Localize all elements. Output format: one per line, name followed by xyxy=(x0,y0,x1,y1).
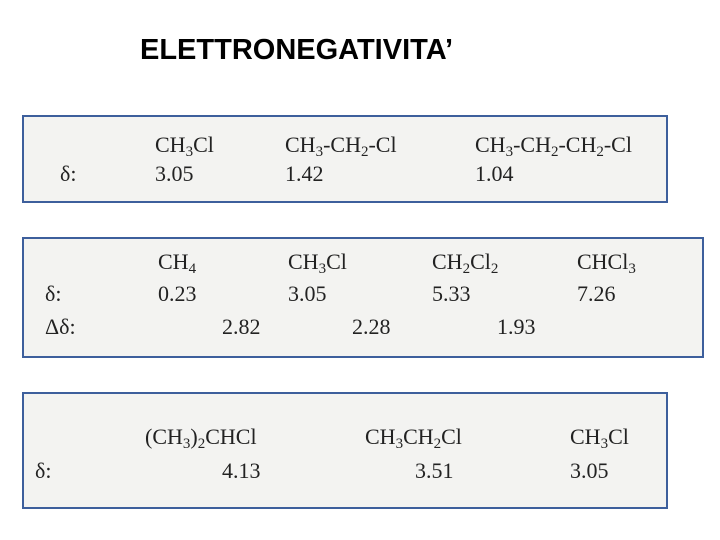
delta-value: 3.05 xyxy=(155,161,194,186)
box xyxy=(22,237,704,358)
title: ELETTRONEGATIVITA’ xyxy=(140,34,454,66)
delta-value: 1.42 xyxy=(285,161,324,186)
formula: CH3-CH2-Cl xyxy=(285,132,397,160)
delta-value: 4.13 xyxy=(222,458,261,483)
delta-value: 1.04 xyxy=(475,161,514,186)
formula: CH3CH2Cl xyxy=(365,424,462,452)
formula: CHCl3 xyxy=(577,249,636,277)
delta-label: δ: xyxy=(45,281,62,306)
formula: CH3Cl xyxy=(155,132,214,160)
formula: (CH3)2CHCl xyxy=(145,424,257,452)
diff-value: 1.93 xyxy=(497,314,536,339)
diff-value: 2.82 xyxy=(222,314,261,339)
delta-value: 3.05 xyxy=(288,281,327,306)
delta-label: δ: xyxy=(35,458,52,483)
box xyxy=(22,115,668,203)
box xyxy=(22,392,668,509)
delta-value: 3.05 xyxy=(570,458,609,483)
formula: CH2Cl2 xyxy=(432,249,499,277)
delta-value: 7.26 xyxy=(577,281,616,306)
formula: CH3Cl xyxy=(570,424,629,452)
formula: CH4 xyxy=(158,249,197,277)
delta-value: 0.23 xyxy=(158,281,197,306)
delta-value: 3.51 xyxy=(415,458,454,483)
diff-label: Δδ: xyxy=(45,314,76,339)
formula: CH3Cl xyxy=(288,249,347,277)
formula: CH3-CH2-CH2-Cl xyxy=(475,132,632,160)
diff-value: 2.28 xyxy=(352,314,391,339)
delta-label: δ: xyxy=(60,161,77,186)
delta-value: 5.33 xyxy=(432,281,471,306)
